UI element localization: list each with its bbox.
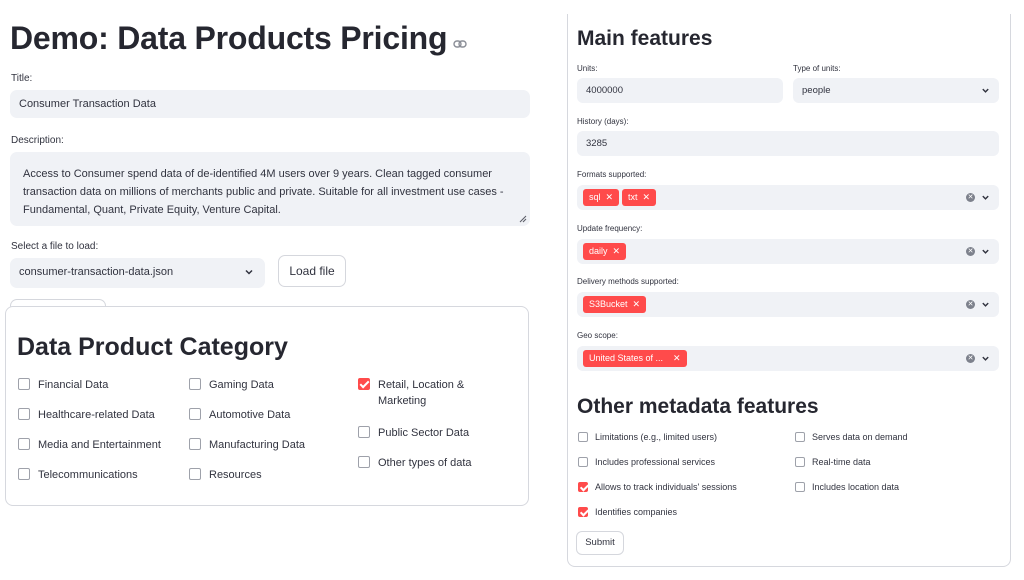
type-of-units-label: Type of units: xyxy=(793,64,841,73)
category-panel xyxy=(5,306,529,506)
file-select-label: Select a file to load: xyxy=(11,241,99,252)
category-checkbox-telecom[interactable]: Telecommunications xyxy=(18,467,138,483)
category-checkbox-healthcare[interactable]: Healthcare-related Data xyxy=(18,407,155,423)
meta-checkbox-on-demand[interactable]: Serves data on demand xyxy=(795,431,908,444)
checkbox-box[interactable] xyxy=(189,408,201,420)
units-label: Units: xyxy=(577,64,598,73)
other-metadata-title: Other metadata features xyxy=(577,395,819,418)
history-input[interactable]: 3285 xyxy=(577,131,999,156)
checkbox-box[interactable] xyxy=(795,482,805,492)
main-features-title: Main features xyxy=(577,27,713,50)
tag-remove-icon[interactable]: ✕ xyxy=(612,246,621,256)
checkbox-box[interactable] xyxy=(189,378,201,390)
category-checkbox-resources[interactable]: Resources xyxy=(189,467,262,483)
checkbox-box[interactable] xyxy=(578,432,588,442)
load-file-button[interactable]: Load file xyxy=(278,255,346,287)
checkbox-box[interactable] xyxy=(189,468,201,480)
title-label: Title: xyxy=(11,73,33,84)
file-select-value: consumer-transaction-data.json xyxy=(19,266,174,278)
checkbox-box[interactable] xyxy=(18,438,30,450)
title-input[interactable]: Consumer Transaction Data xyxy=(10,90,530,118)
geo-scope-multiselect[interactable]: United States of ... ✕ ✕ xyxy=(577,346,999,371)
clear-icon[interactable]: ✕ xyxy=(966,193,975,202)
tag-united-states[interactable]: United States of ... ✕ xyxy=(583,350,687,367)
tag-remove-icon[interactable]: ✕ xyxy=(605,192,614,202)
chevron-down-icon[interactable] xyxy=(981,354,990,363)
meta-checkbox-limitations[interactable]: Limitations (e.g., limited users) xyxy=(578,431,717,444)
tag-daily[interactable]: daily ✕ xyxy=(583,243,627,260)
description-textarea[interactable]: Access to Consumer spend data of de-iden… xyxy=(10,152,530,226)
chevron-down-icon[interactable] xyxy=(981,247,990,256)
type-of-units-value: people xyxy=(802,85,831,96)
submit-button[interactable]: Submit xyxy=(576,531,624,555)
category-checkbox-automotive[interactable]: Automotive Data xyxy=(189,407,290,423)
checkbox-box[interactable] xyxy=(18,408,30,420)
tag-remove-icon[interactable]: ✕ xyxy=(632,299,641,309)
description-text: Access to Consumer spend data of de-iden… xyxy=(23,168,504,216)
meta-checkbox-track-sessions[interactable]: Allows to track individuals' sessions xyxy=(578,481,737,494)
formats-multiselect[interactable]: sql ✕ txt ✕ ✕ xyxy=(577,185,999,210)
chevron-down-icon[interactable] xyxy=(981,300,990,309)
clear-icon[interactable]: ✕ xyxy=(966,300,975,309)
checkbox-box[interactable] xyxy=(189,438,201,450)
tag-remove-icon[interactable]: ✕ xyxy=(642,192,651,202)
type-of-units-select[interactable]: people xyxy=(793,78,999,103)
description-label: Description: xyxy=(11,135,64,146)
tag-s3bucket[interactable]: S3Bucket ✕ xyxy=(583,296,647,313)
checkbox-box[interactable] xyxy=(795,457,805,467)
meta-checkbox-identifies-companies[interactable]: Identifies companies xyxy=(578,506,677,519)
category-title: Data Product Category xyxy=(17,333,288,361)
clear-icon[interactable]: ✕ xyxy=(966,354,975,363)
features-panel xyxy=(567,14,1011,567)
checkbox-box[interactable] xyxy=(358,456,370,468)
geo-scope-label: Geo scope: xyxy=(577,331,618,340)
history-label: History (days): xyxy=(577,117,629,126)
checkbox-box[interactable] xyxy=(795,432,805,442)
category-checkbox-other[interactable]: Other types of data xyxy=(358,455,472,471)
checkbox-box[interactable] xyxy=(18,468,30,480)
delivery-methods-label: Delivery methods supported: xyxy=(577,277,679,286)
checkbox-box[interactable] xyxy=(578,457,588,467)
tag-sql[interactable]: sql ✕ xyxy=(583,189,620,206)
formats-label: Formats supported: xyxy=(577,170,647,179)
tag-remove-icon[interactable]: ✕ xyxy=(673,353,681,363)
update-frequency-multiselect[interactable]: daily ✕ ✕ xyxy=(577,239,999,264)
meta-checkbox-location-data[interactable]: Includes location data xyxy=(795,481,899,494)
checkbox-box-checked[interactable] xyxy=(578,482,588,492)
category-checkbox-manufacturing[interactable]: Manufacturing Data xyxy=(189,437,305,453)
chevron-down-icon[interactable] xyxy=(981,193,990,202)
file-select[interactable]: consumer-transaction-data.json xyxy=(10,258,265,288)
resize-icon[interactable] xyxy=(519,215,527,223)
tag-txt[interactable]: txt ✕ xyxy=(622,189,657,206)
units-input[interactable]: 4000000 xyxy=(577,78,783,103)
delivery-methods-multiselect[interactable]: S3Bucket ✕ ✕ xyxy=(577,292,999,317)
category-checkbox-media[interactable]: Media and Entertainment xyxy=(18,437,161,453)
checkbox-box[interactable] xyxy=(358,426,370,438)
category-checkbox-retail[interactable]: Retail, Location & Marketing xyxy=(358,377,464,409)
category-checkbox-financial[interactable]: Financial Data xyxy=(18,377,108,393)
checkbox-box-checked[interactable] xyxy=(578,507,588,517)
category-checkbox-public-sector[interactable]: Public Sector Data xyxy=(358,425,469,441)
update-frequency-label: Update frequency: xyxy=(577,224,643,233)
link-icon[interactable] xyxy=(453,19,468,56)
page-title: Demo: Data Products Pricing xyxy=(10,19,468,59)
checkbox-box[interactable] xyxy=(18,378,30,390)
meta-checkbox-real-time[interactable]: Real-time data xyxy=(795,456,871,469)
checkbox-box-checked[interactable] xyxy=(358,378,370,390)
clear-icon[interactable]: ✕ xyxy=(966,247,975,256)
chevron-down-icon xyxy=(245,269,253,275)
meta-checkbox-professional-services[interactable]: Includes professional services xyxy=(578,456,715,469)
category-checkbox-gaming[interactable]: Gaming Data xyxy=(189,377,274,393)
chevron-down-icon xyxy=(982,88,989,93)
